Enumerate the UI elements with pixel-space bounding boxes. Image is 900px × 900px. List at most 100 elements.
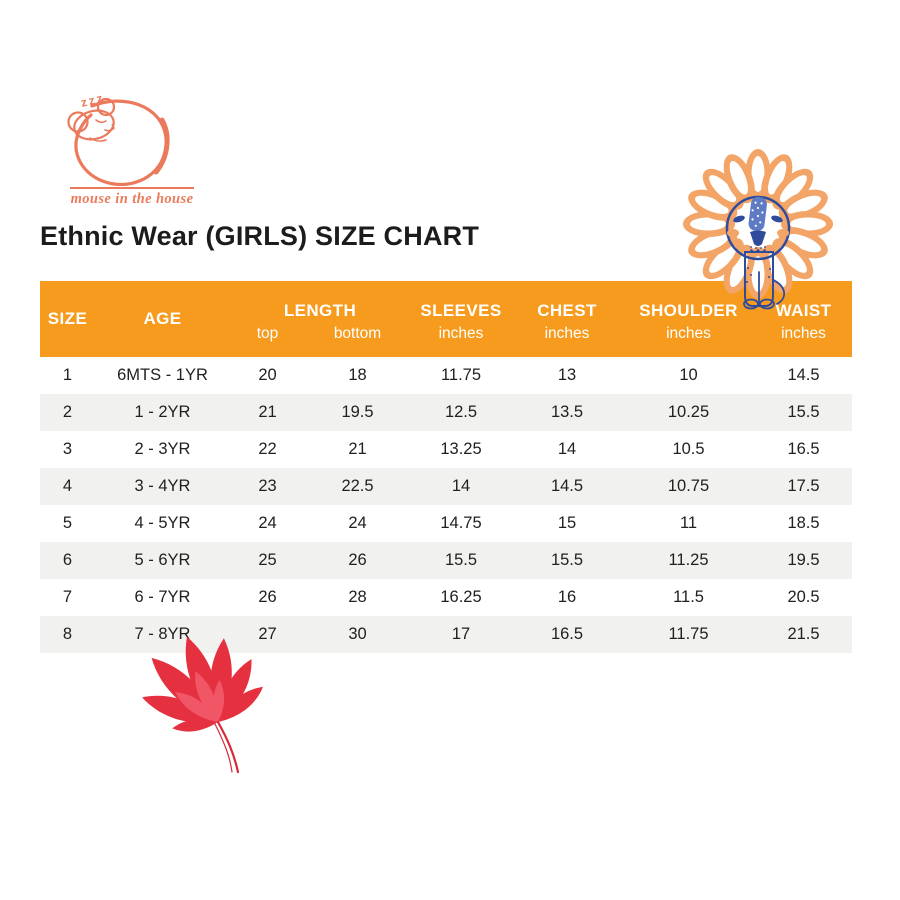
cell-waist: 20.5 <box>755 579 853 616</box>
column-subheader-waist-unit: inches <box>755 321 853 357</box>
cell-chest: 13 <box>512 357 623 394</box>
cell-chest: 14.5 <box>512 468 623 505</box>
leaf-stem-line <box>214 723 233 773</box>
cell-length-top: 24 <box>230 505 305 542</box>
cell-length-top: 21 <box>230 394 305 431</box>
cell-shoulder: 10.5 <box>622 431 756 468</box>
cell-shoulder: 10.25 <box>622 394 756 431</box>
table-row: 3 2 - 3YR 22 21 13.25 14 10.5 16.5 <box>40 431 853 468</box>
lion-face <box>725 195 791 261</box>
brand-logo: zzz mouse in the house <box>56 94 208 208</box>
cell-length-bottom: 26 <box>305 542 411 579</box>
cell-shoulder: 11.5 <box>622 579 756 616</box>
leaf-lobes <box>142 636 264 732</box>
table-row: 1 6MTS - 1YR 20 18 11.75 13 10 14.5 <box>40 357 853 394</box>
cell-age: 1 - 2YR <box>95 394 230 431</box>
cell-size: 4 <box>40 468 95 505</box>
cell-length-top: 20 <box>230 357 305 394</box>
cell-size: 2 <box>40 394 95 431</box>
cell-length-bottom: 30 <box>305 616 411 653</box>
cell-age: 4 - 5YR <box>95 505 230 542</box>
cell-age: 3 - 4YR <box>95 468 230 505</box>
column-header-size: SIZE <box>40 281 95 357</box>
table-body: 1 6MTS - 1YR 20 18 11.75 13 10 14.5 2 1 … <box>40 357 853 653</box>
column-header-sleeves: SLEEVES <box>410 281 513 321</box>
header-left-extension <box>40 352 231 356</box>
cell-size: 8 <box>40 616 95 653</box>
cell-sleeves: 16.25 <box>410 579 513 616</box>
table-row: 6 5 - 6YR 25 26 15.5 15.5 11.25 19.5 <box>40 542 853 579</box>
column-header-length: LENGTH <box>230 281 411 321</box>
cell-chest: 13.5 <box>512 394 623 431</box>
page-title: Ethnic Wear (GIRLS) SIZE CHART <box>40 221 480 251</box>
cell-size: 3 <box>40 431 95 468</box>
cell-age: 6 - 7YR <box>95 579 230 616</box>
cell-sleeves: 14.75 <box>410 505 513 542</box>
cell-chest: 14 <box>512 431 623 468</box>
sleeping-mouse-icon: zzz <box>67 94 170 186</box>
table-row: 4 3 - 4YR 23 22.5 14 14.5 10.75 17.5 <box>40 468 853 505</box>
lion-body <box>743 251 785 310</box>
red-leaf-icon <box>142 636 264 774</box>
cell-length-top: 22 <box>230 431 305 468</box>
cell-length-top: 25 <box>230 542 305 579</box>
zzz-text: zzz <box>79 94 106 110</box>
brand-divider-line <box>70 187 194 189</box>
column-header-chest: CHEST <box>512 281 623 321</box>
cell-waist: 16.5 <box>755 431 853 468</box>
cell-waist: 17.5 <box>755 468 853 505</box>
cell-length-bottom: 22.5 <box>305 468 411 505</box>
cell-age: 5 - 6YR <box>95 542 230 579</box>
cell-chest: 16.5 <box>512 616 623 653</box>
table-row: 7 6 - 7YR 26 28 16.25 16 11.5 20.5 <box>40 579 853 616</box>
table-row: 5 4 - 5YR 24 24 14.75 15 11 18.5 <box>40 505 853 542</box>
cell-chest: 15 <box>512 505 623 542</box>
cell-waist: 15.5 <box>755 394 853 431</box>
lion-mane-petals <box>683 149 833 299</box>
cell-length-bottom: 24 <box>305 505 411 542</box>
size-chart-table: SIZE AGE LENGTH SLEEVES CHEST SHOULDER W… <box>40 281 853 653</box>
leaf-stem <box>216 720 240 774</box>
cell-length-top: 27 <box>230 616 305 653</box>
cell-sleeves: 15.5 <box>410 542 513 579</box>
cell-sleeves: 12.5 <box>410 394 513 431</box>
cell-length-top: 26 <box>230 579 305 616</box>
cell-age: 7 - 8YR <box>95 616 230 653</box>
cell-shoulder: 11.75 <box>622 616 756 653</box>
brand-name: mouse in the house <box>70 190 194 207</box>
cell-sleeves: 14 <box>410 468 513 505</box>
cell-length-top: 23 <box>230 468 305 505</box>
cell-shoulder: 10.75 <box>622 468 756 505</box>
cell-length-bottom: 21 <box>305 431 411 468</box>
cell-sleeves: 13.25 <box>410 431 513 468</box>
cell-chest: 16 <box>512 579 623 616</box>
cell-waist: 18.5 <box>755 505 853 542</box>
column-subheader-top: top <box>230 321 305 357</box>
cell-shoulder: 11.25 <box>622 542 756 579</box>
cell-waist: 21.5 <box>755 616 853 653</box>
table-row: 8 7 - 8YR 27 30 17 16.5 11.75 21.5 <box>40 616 853 653</box>
cell-length-bottom: 28 <box>305 579 411 616</box>
cell-length-bottom: 18 <box>305 357 411 394</box>
column-subheader-chest-unit: inches <box>512 321 623 357</box>
column-subheader-sleeves-unit: inches <box>410 321 513 357</box>
column-subheader-shoulder-unit: inches <box>622 321 756 357</box>
cell-age: 6MTS - 1YR <box>95 357 230 394</box>
lion-flower-icon <box>683 149 833 310</box>
cell-sleeves: 11.75 <box>410 357 513 394</box>
cell-shoulder: 11 <box>622 505 756 542</box>
cell-sleeves: 17 <box>410 616 513 653</box>
table-row: 2 1 - 2YR 21 19.5 12.5 13.5 10.25 15.5 <box>40 394 853 431</box>
column-header-waist: WAIST <box>755 281 853 321</box>
cell-size: 7 <box>40 579 95 616</box>
cell-size: 6 <box>40 542 95 579</box>
cell-size: 1 <box>40 357 95 394</box>
table-header: SIZE AGE LENGTH SLEEVES CHEST SHOULDER W… <box>40 281 853 357</box>
cell-waist: 19.5 <box>755 542 853 579</box>
cell-age: 2 - 3YR <box>95 431 230 468</box>
cell-length-bottom: 19.5 <box>305 394 411 431</box>
cell-waist: 14.5 <box>755 357 853 394</box>
cell-size: 5 <box>40 505 95 542</box>
column-subheader-bottom: bottom <box>305 321 411 357</box>
